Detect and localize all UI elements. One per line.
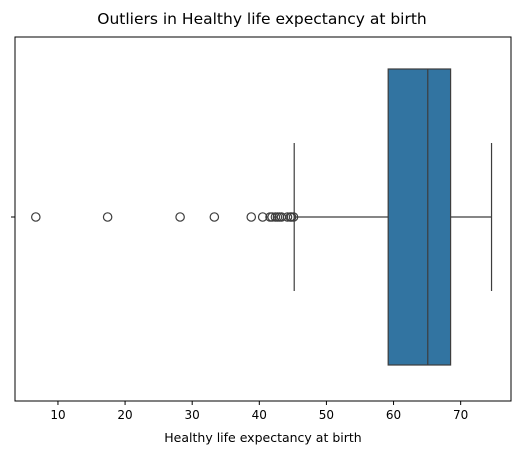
outlier-point [288,212,299,222]
x-tick-label: 20 [117,408,132,422]
x-tick-label: 70 [453,408,468,422]
x-tick-label: 40 [252,408,267,422]
outlier-point [102,212,113,222]
x-tick-label: 60 [386,408,401,422]
iqr-box [387,68,452,366]
x-axis: 10 20 30 40 50 60 70 [11,216,468,422]
outlier-point [257,212,268,222]
outlier-point [31,212,41,222]
outlier-point [246,212,257,222]
outlier-point [175,212,185,222]
x-axis-label: Healthy life expectancy at birth [164,430,361,445]
x-tick-label: 50 [319,408,334,422]
x-tick-label: 30 [185,408,200,422]
axes-frame [14,36,512,402]
plot-area [31,68,493,366]
outlier-point [267,212,277,222]
outlier-point [282,212,293,222]
x-tick-label: 10 [50,408,65,422]
outlier-point [209,212,220,222]
chart-title: Outliers in Healthy life expectancy at b… [97,10,427,28]
